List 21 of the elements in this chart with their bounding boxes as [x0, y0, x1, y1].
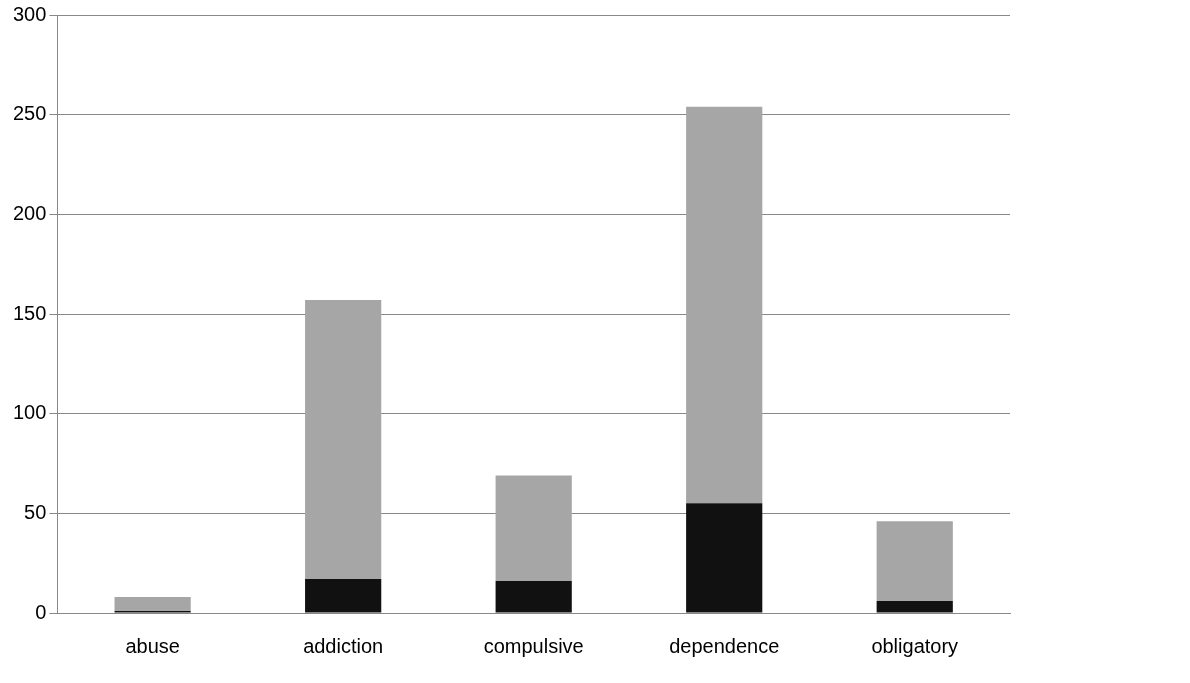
- x-tick-label: compulsive: [483, 634, 584, 657]
- bar: [305, 579, 382, 613]
- bar: [305, 300, 382, 580]
- y-tick-label: 200: [12, 201, 47, 224]
- y-tick-label: 150: [12, 301, 47, 324]
- x-tick-label: addiction: [303, 634, 384, 657]
- bar: [876, 601, 953, 613]
- bar: [495, 581, 572, 613]
- bar: [876, 521, 953, 602]
- y-tick-label: 0: [35, 600, 47, 623]
- x-tick-label: obligatory: [871, 634, 959, 657]
- y-tick-label: 100: [12, 401, 47, 424]
- x-tick-label: abuse: [125, 634, 180, 657]
- bar: [495, 475, 572, 582]
- bar: [686, 106, 763, 504]
- y-tick-label: 250: [12, 102, 47, 125]
- bar: [114, 597, 191, 612]
- y-tick-label: 50: [24, 500, 47, 523]
- x-tick-label: dependence: [669, 634, 780, 657]
- bar: [686, 503, 763, 613]
- y-tick-label: 300: [12, 2, 47, 25]
